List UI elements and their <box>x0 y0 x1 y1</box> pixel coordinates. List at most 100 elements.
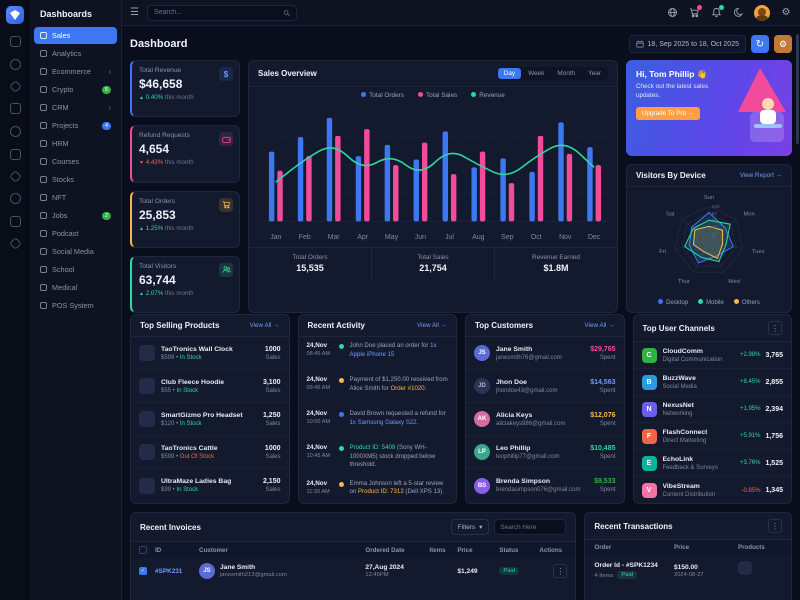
rail-pages-icon[interactable] <box>9 103 21 114</box>
view-all-link[interactable]: View All → <box>584 322 615 329</box>
sidebar-item-label: Social Media <box>52 247 94 256</box>
tab-year[interactable]: Year <box>588 70 601 77</box>
activity-row: 24,Nov 08:45 AM John Doe placed an order … <box>306 342 437 358</box>
kebab-menu-icon[interactable]: ⋮ <box>768 321 782 335</box>
product-row[interactable]: TaoTronics Cattle $599 • Out Of Stock 10… <box>131 436 289 469</box>
dollar-icon: $ <box>219 67 233 81</box>
rail-forms-icon[interactable] <box>9 149 21 160</box>
sidebar-item-jobs[interactable]: Jobs 2 <box>34 207 117 224</box>
sidebar-item-school[interactable]: School <box>34 261 117 278</box>
sales-icon <box>40 32 47 39</box>
activity-link[interactable]: Product ID: 7312 <box>357 488 404 496</box>
language-globe-icon[interactable] <box>666 7 678 19</box>
sidebar-item-label: HRM <box>52 139 69 148</box>
invoice-id-link[interactable]: #SPK231 <box>155 567 183 575</box>
product-row[interactable]: UltraMaze Ladies Bag $99 • In Stock 2,15… <box>131 469 289 502</box>
customer-row[interactable]: AK Alicia Keys aliciakeys986@gmail.com $1… <box>466 403 624 436</box>
sidebar-item-crm[interactable]: CRM › <box>34 99 117 116</box>
sidebar-item-courses[interactable]: Courses <box>34 153 117 170</box>
filter-settings-button[interactable]: ⚙ <box>774 35 792 53</box>
page-title: Dashboard <box>130 38 188 50</box>
row-checkbox[interactable]: ✓ <box>139 567 147 575</box>
date-range-value: 18, Sep 2025 to 18, Oct 2025 <box>647 40 739 48</box>
sidebar-item-crypto[interactable]: Crypto 5 <box>34 81 117 98</box>
view-report-link[interactable]: View Report → <box>739 172 782 179</box>
tab-month[interactable]: Month <box>557 70 576 77</box>
stocks-icon <box>40 176 47 183</box>
svg-text:20: 20 <box>712 232 718 238</box>
view-all-link[interactable]: View All → <box>249 322 280 329</box>
search-input[interactable] <box>153 9 279 16</box>
sidebar-item-sales[interactable]: Sales <box>34 27 117 44</box>
social-media-icon <box>40 248 47 255</box>
channel-row[interactable]: N NexusNet Networking +1.95% 2,394 <box>633 396 791 423</box>
user-avatar[interactable] <box>754 4 770 21</box>
channel-row[interactable]: C CloudComm Digital Communication +2.98% 3… <box>633 342 791 369</box>
product-row[interactable]: TaoTronics Wall Clock $599 • In Stock 10… <box>131 337 289 370</box>
sidebar-item-podcast[interactable]: Podcast <box>34 225 117 242</box>
page-content: Dashboard 18, Sep 2025 to 18, Oct 2025 ↻… <box>122 26 800 600</box>
sidebar-item-nft[interactable]: NFT <box>34 189 117 206</box>
refresh-button[interactable]: ↻ <box>751 35 769 53</box>
dark-mode-moon-icon[interactable] <box>732 7 744 19</box>
activity-link[interactable]: 1x Samsung Galaxy S22. <box>349 418 419 426</box>
date-range-picker[interactable]: 18, Sep 2025 to 18, Oct 2025 <box>628 35 746 53</box>
rail-apps-icon[interactable] <box>9 59 21 70</box>
stat-delta: ▲ 0.40% this month <box>139 94 232 101</box>
filters-dropdown[interactable]: Filters ▾ <box>450 519 490 535</box>
notifications-bell-icon[interactable] <box>710 4 724 19</box>
activity-link[interactable]: Product ID: 5409 <box>349 444 396 451</box>
scrollbar[interactable] <box>796 34 799 144</box>
cart-icon[interactable] <box>688 4 702 19</box>
product-row[interactable]: SmartGizmo Pro Headset $120 • In Stock 1… <box>131 403 289 436</box>
channel-row[interactable]: F FlashConnect Direct Marketing +5.91% 1,7… <box>633 423 791 450</box>
rail-icons-icon[interactable] <box>9 216 21 227</box>
row-actions-menu[interactable]: ⋮ <box>553 564 568 578</box>
product-thumbnail <box>139 411 155 427</box>
sidebar-item-hrm[interactable]: HRM <box>34 135 117 152</box>
sidebar-item-analytics[interactable]: Analytics <box>34 45 117 62</box>
customer-row[interactable]: JS Jane Smith janesmith76@gmail.com $29,7… <box>466 337 624 370</box>
rail-tables-icon[interactable] <box>8 170 22 183</box>
sidebar-item-projects[interactable]: Projects 4 <box>34 117 117 134</box>
sidebar-item-label: Medical <box>52 283 78 292</box>
channel-row[interactable]: E EchoLink Feedback & Surveys +3.76% 1,525 <box>633 450 791 477</box>
invoice-search-input[interactable] <box>500 523 561 531</box>
sidebar-item-pos-system[interactable]: POS System <box>34 297 117 314</box>
sidebar-item-stocks[interactable]: Stocks <box>34 171 117 188</box>
invoice-row[interactable]: ✓ #SPK231 JS Jane Smith janesmith213@gma… <box>131 558 575 584</box>
sidebar-item-ecommerce[interactable]: Ecommerce › <box>34 63 117 80</box>
channel-logo: B <box>641 374 657 390</box>
app-logo-icon[interactable] <box>6 6 24 24</box>
svg-text:40: 40 <box>712 225 718 231</box>
school-icon <box>40 266 47 273</box>
rail-charts-icon[interactable] <box>9 193 21 204</box>
hamburger-menu-icon[interactable]: ☰ <box>130 7 139 18</box>
select-all-checkbox[interactable] <box>139 546 147 554</box>
customer-row[interactable]: JD Jhon Doe jhondoe43@gmail.com $14,563 Sp… <box>466 370 624 403</box>
customer-row[interactable]: LP Leo Phillip leophillip77@gmail.com $10… <box>466 436 624 469</box>
tab-day[interactable]: Day <box>497 68 522 79</box>
rail-maps-icon[interactable] <box>8 237 22 250</box>
stat-delta-note: this month <box>164 159 194 167</box>
sidebar-item-medical[interactable]: Medical <box>34 279 117 296</box>
product-row[interactable]: Club Fleece Hoodie $55 • In Stock 3,100 S… <box>131 370 289 403</box>
rail-widgets-icon[interactable] <box>9 126 21 137</box>
rail-layouts-icon[interactable] <box>8 80 22 93</box>
kebab-menu-icon[interactable]: ⋮ <box>767 519 782 533</box>
tab-week[interactable]: Week <box>528 70 545 77</box>
view-all-link[interactable]: View All → <box>417 322 447 329</box>
upgrade-pro-button[interactable]: Upgrade To Pro → <box>636 107 701 120</box>
activity-link[interactable]: Order #1020. <box>390 384 427 392</box>
channel-row[interactable]: B BuzzWave Social Media +8.45% 2,855 <box>633 369 791 396</box>
activity-link[interactable]: 1x Apple iPhone 15 <box>349 342 437 358</box>
settings-gear-icon[interactable]: ⚙ <box>781 7 791 18</box>
customer-row[interactable]: BS Brenda Simpson brendasimpson076@gmail.… <box>466 469 624 502</box>
channel-row[interactable]: V VibeStream Content Distribution -0.85% 1… <box>634 477 792 503</box>
global-search[interactable] <box>146 4 297 21</box>
rail-dashboard-icon[interactable] <box>9 36 21 47</box>
transaction-row[interactable]: Order Id - #SPK1234 4 Items Paid $150.00… <box>585 555 791 586</box>
sidebar-item-social-media[interactable]: Social Media <box>34 243 117 260</box>
svg-text:Tues: Tues <box>752 249 765 255</box>
invoice-search[interactable] <box>494 519 567 535</box>
